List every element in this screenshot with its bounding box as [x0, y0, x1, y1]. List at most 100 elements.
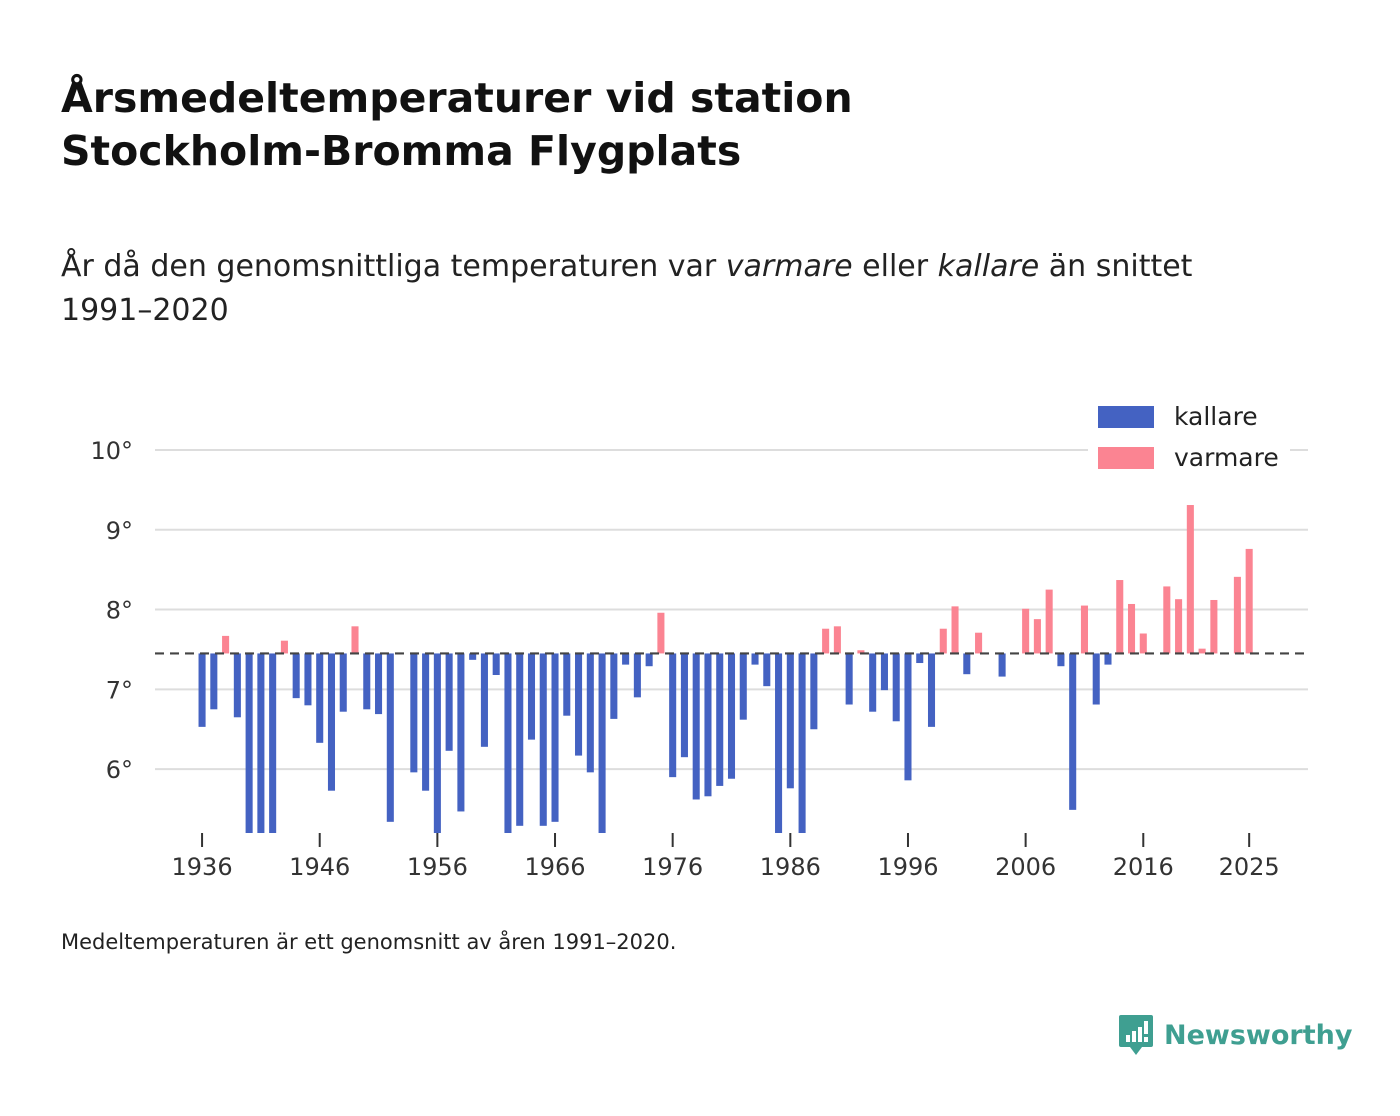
bar-warmer — [1045, 589, 1053, 654]
bar-warmer — [1210, 599, 1218, 654]
x-tick-label: 2006 — [995, 853, 1056, 881]
x-tick-label: 1956 — [407, 853, 468, 881]
bar-colder — [480, 653, 488, 747]
subtitle-part-3: än snittet 1991–2020 — [61, 249, 1193, 328]
bar-colder — [786, 653, 794, 789]
brand: Newsworthy — [1118, 1012, 1352, 1058]
bar-colder — [457, 653, 465, 812]
bar-warmer — [1139, 633, 1147, 654]
y-tick-label: 9° — [106, 517, 133, 545]
bar-warmer — [1127, 603, 1136, 654]
bar-colder — [1092, 653, 1100, 705]
bar-colder — [410, 653, 418, 773]
bar-colder — [316, 653, 324, 743]
subtitle-part-1: År då den genomsnittliga temperaturen va… — [61, 249, 726, 284]
y-tick-label: 8° — [106, 597, 133, 625]
chart-title: Årsmedeltemperaturer vid station Stockho… — [61, 72, 1061, 178]
bar-warmer — [1245, 548, 1253, 654]
bar-colder — [551, 653, 559, 822]
bar-colder — [245, 653, 253, 833]
bar-warmer — [1116, 580, 1124, 654]
bar-colder — [610, 653, 618, 719]
bar-colder — [916, 653, 924, 664]
bar-warmer — [1022, 608, 1030, 654]
legend: kallare varmare — [1088, 396, 1290, 478]
bar-colder — [198, 653, 206, 727]
bar-warmer — [975, 632, 983, 654]
bar-colder — [704, 653, 712, 797]
bar-colder — [845, 653, 853, 705]
bar-colder — [645, 653, 653, 667]
bar-warmer — [222, 635, 230, 654]
bar-colder — [892, 653, 900, 722]
bar-warmer — [1198, 648, 1206, 654]
bar-colder — [575, 653, 583, 756]
legend-swatch-varmare — [1098, 447, 1154, 469]
bar-colder — [598, 653, 606, 833]
y-tick-label: 10° — [90, 437, 133, 465]
y-axis: 6° 7° 8° 9° 10° — [90, 437, 133, 784]
bar-warmer — [857, 650, 865, 654]
bar-series — [198, 505, 1253, 833]
subtitle-part-2: eller — [852, 249, 938, 284]
bar-colder — [327, 653, 336, 791]
bar-warmer — [1163, 586, 1171, 654]
legend-swatch-kallare — [1098, 406, 1154, 428]
bar-warmer — [280, 640, 288, 654]
bar-colder — [269, 653, 277, 833]
bar-colder — [210, 653, 218, 710]
bar-colder — [680, 653, 688, 758]
bar-colder — [763, 653, 771, 687]
bar-colder — [810, 653, 818, 730]
bar-warmer — [939, 628, 947, 654]
bar-colder — [692, 653, 700, 800]
x-tick-label: 1976 — [642, 853, 703, 881]
bar-warmer — [1186, 505, 1194, 654]
legend-label-varmare: varmare — [1174, 443, 1279, 472]
subtitle-cold-word: kallare — [937, 249, 1040, 284]
bar-colder — [422, 653, 430, 791]
bar-colder — [633, 653, 641, 698]
bar-colder — [727, 653, 736, 779]
bar-warmer — [1233, 576, 1241, 654]
bar-colder — [386, 653, 394, 822]
newsworthy-logo-icon — [1119, 1015, 1153, 1055]
bar-colder — [998, 653, 1006, 677]
bar-colder — [445, 653, 453, 751]
bar-colder — [292, 653, 300, 699]
bar-colder — [927, 653, 936, 727]
x-tick-label: 1996 — [877, 853, 938, 881]
bar-colder — [1057, 653, 1065, 667]
bar-colder — [257, 653, 265, 833]
bar-colder — [516, 653, 524, 826]
chart-title-line-1: Årsmedeltemperaturer vid station — [61, 74, 853, 122]
bar-colder — [775, 653, 783, 833]
bar-colder — [433, 653, 441, 833]
bar-colder — [492, 653, 500, 675]
bar-colder — [622, 653, 630, 665]
bar-warmer — [822, 628, 830, 654]
bar-colder — [751, 653, 759, 665]
bar-warmer — [951, 606, 959, 654]
chart-subtitle: År då den genomsnittliga temperaturen va… — [61, 245, 1281, 333]
bar-colder — [1069, 653, 1077, 810]
bar-warmer — [351, 626, 359, 654]
bar-warmer — [1080, 605, 1088, 654]
bar-colder — [798, 653, 806, 833]
x-tick-label: 2025 — [1219, 853, 1280, 881]
bar-colder — [504, 653, 512, 833]
temperature-bar-chart: 1936 1946 1956 1966 1976 1986 1996 2006 2016 2025… — [90, 396, 1308, 881]
x-tick-label: 1986 — [760, 853, 821, 881]
bar-colder — [586, 653, 594, 773]
x-tick-label: 1936 — [172, 853, 233, 881]
bar-colder — [363, 653, 371, 710]
bar-colder — [669, 653, 677, 778]
bar-colder — [527, 653, 536, 740]
y-tick-label: 6° — [106, 756, 133, 784]
bar-colder — [233, 653, 241, 718]
bar-warmer — [1175, 599, 1183, 654]
x-tick-label: 2016 — [1113, 853, 1174, 881]
brand-name: Newsworthy — [1164, 1019, 1353, 1051]
bar-colder — [963, 653, 971, 675]
bar-colder — [539, 653, 547, 826]
